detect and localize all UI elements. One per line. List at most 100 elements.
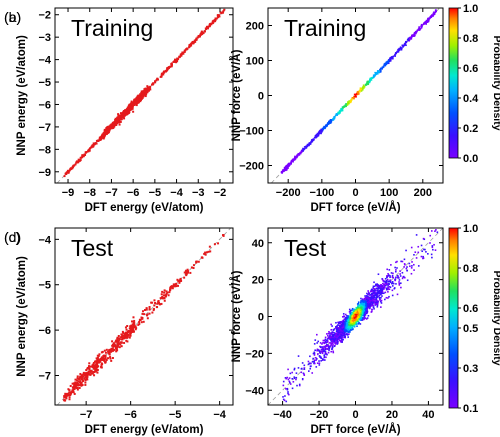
data-point (76, 388, 79, 391)
data-point (105, 128, 108, 131)
density-point (336, 113, 338, 116)
colorbar (448, 227, 459, 409)
data-point (84, 376, 87, 379)
density-point (408, 262, 411, 265)
density-point (293, 367, 296, 370)
data-point (222, 10, 225, 13)
data-point (128, 330, 131, 333)
density-point (301, 149, 304, 152)
density-point (334, 342, 336, 344)
density-point (345, 325, 348, 327)
data-point (96, 366, 99, 369)
data-point (112, 349, 115, 352)
data-point (166, 291, 169, 294)
density-point (338, 112, 341, 114)
density-point (416, 30, 418, 33)
density-point (346, 314, 348, 317)
data-point (117, 335, 120, 338)
data-point (92, 365, 95, 368)
density-point (387, 286, 389, 289)
density-point (367, 302, 370, 304)
density-point (424, 248, 426, 251)
density-point (394, 270, 397, 273)
density-point (331, 342, 334, 345)
data-point (173, 285, 176, 288)
data-point (107, 126, 110, 129)
density-point (348, 329, 351, 332)
density-point (332, 340, 334, 343)
density-point (359, 316, 362, 319)
y-tick-label: −6 (38, 99, 51, 111)
density-point (433, 243, 435, 246)
data-point (122, 116, 125, 119)
density-point (353, 321, 355, 324)
density-point (359, 323, 362, 325)
data-point (95, 142, 98, 145)
data-point (90, 370, 93, 373)
density-point (403, 276, 406, 279)
data-point (187, 270, 190, 273)
density-point (324, 347, 327, 350)
density-point (350, 319, 353, 322)
density-point (390, 272, 393, 274)
density-point (296, 154, 298, 157)
density-point (400, 260, 402, 263)
density-point (332, 333, 335, 336)
density-point (347, 318, 350, 320)
density-point (287, 391, 289, 393)
data-point (130, 108, 133, 111)
density-point (316, 348, 319, 351)
density-point (402, 45, 405, 47)
density-point (369, 300, 372, 302)
data-point (113, 343, 116, 346)
data-point (171, 287, 174, 290)
density-point (321, 351, 323, 353)
density-point (358, 304, 361, 307)
density-point (409, 265, 411, 268)
density-point (360, 300, 362, 302)
data-point (105, 129, 108, 132)
density-point (344, 336, 346, 338)
data-point (134, 328, 137, 331)
data-point (109, 127, 112, 130)
colorbar-label: Probability Density (491, 270, 500, 365)
x-tick-label: −5 (149, 187, 162, 199)
density-point (348, 326, 351, 329)
density-point (362, 308, 365, 310)
data-point (126, 107, 129, 110)
density-point (432, 14, 434, 17)
data-point (163, 289, 166, 292)
density-point (359, 315, 362, 318)
density-point (333, 334, 336, 337)
y-tick-label: −2 (38, 10, 51, 22)
data-point (94, 142, 97, 145)
density-point (415, 257, 418, 259)
density-point (287, 368, 289, 371)
density-point (357, 301, 360, 304)
density-point (333, 337, 335, 339)
data-point (177, 57, 180, 60)
density-point (366, 292, 368, 295)
density-point (399, 275, 402, 277)
data-point (214, 18, 217, 21)
data-point (85, 373, 88, 376)
data-point (117, 119, 120, 122)
density-point (381, 295, 383, 297)
density-point (335, 325, 337, 328)
density-point (372, 287, 374, 289)
density-point (338, 325, 341, 327)
data-point (195, 260, 198, 263)
density-point (410, 267, 413, 269)
data-point (68, 389, 71, 392)
density-point (357, 323, 360, 325)
density-point (385, 288, 388, 291)
data-point (165, 292, 168, 295)
data-point (63, 395, 66, 398)
density-point (343, 330, 345, 333)
density-point (376, 305, 379, 308)
data-point (183, 50, 186, 53)
density-point (337, 330, 339, 332)
density-point (373, 300, 376, 303)
data-point (96, 359, 99, 362)
